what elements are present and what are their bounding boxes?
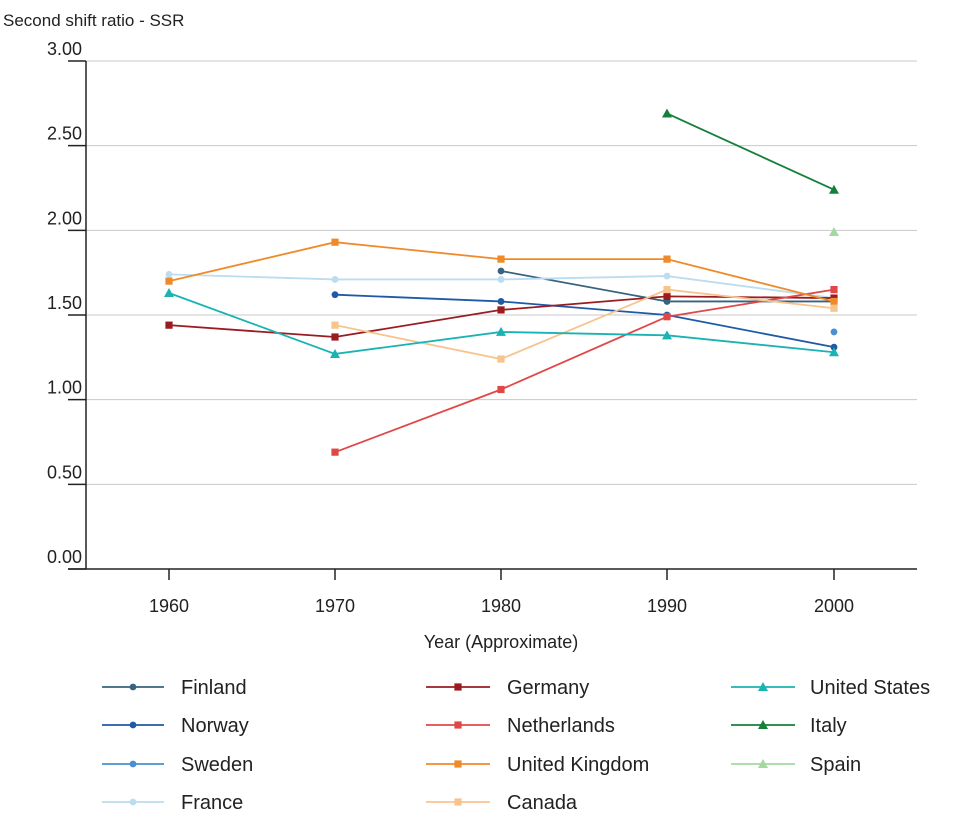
series-united-states — [164, 287, 839, 358]
data-point — [331, 291, 339, 299]
x-tick-labels: 1960 1970 1980 1990 2000 — [149, 596, 854, 616]
data-point — [663, 255, 671, 263]
series-spain — [829, 227, 839, 237]
legend-item-canada: Canada — [426, 792, 578, 814]
legend-label: United Kingdom — [507, 754, 649, 776]
data-point — [663, 286, 671, 294]
legend-label: Canada — [507, 792, 578, 814]
legend-item-united-states: United States — [731, 677, 930, 699]
x-tick-label: 1990 — [647, 596, 687, 616]
series-line — [334, 288, 835, 454]
legend-label: Italy — [810, 715, 847, 737]
x-tick-label: 1960 — [149, 596, 189, 616]
data-point — [497, 355, 505, 363]
x-tick-label: 1970 — [315, 596, 355, 616]
legend-item-france: France — [102, 792, 243, 814]
data-point — [165, 321, 173, 329]
data-point — [330, 348, 340, 358]
legend-marker — [454, 798, 462, 806]
y-tick-label: 2.00 — [47, 208, 82, 228]
legend-marker — [129, 798, 137, 806]
y-tick-labels: 0.00 0.50 1.00 1.50 2.00 2.50 3.00 — [47, 39, 82, 567]
legend-marker — [454, 683, 462, 691]
x-tick-label: 2000 — [814, 596, 854, 616]
series-united-kingdom — [165, 238, 838, 306]
data-point — [662, 330, 672, 340]
data-point — [331, 238, 339, 246]
data-point — [164, 287, 174, 297]
y-tick-label: 1.00 — [47, 378, 82, 398]
series-netherlands — [331, 286, 838, 456]
legend-item-italy: Italy — [731, 715, 847, 737]
data-point — [830, 343, 838, 351]
series-group — [164, 108, 839, 456]
data-point — [830, 286, 838, 294]
series-sweden — [830, 328, 838, 336]
data-point — [497, 306, 505, 314]
legend-marker — [454, 721, 462, 729]
legend-marker — [758, 682, 768, 691]
legend-item-finland: Finland — [102, 677, 247, 699]
legend-label: Sweden — [181, 754, 253, 776]
data-point — [497, 255, 505, 263]
data-point — [829, 227, 839, 237]
data-point — [830, 328, 838, 336]
data-point — [663, 313, 671, 321]
data-point — [829, 184, 839, 194]
x-axis-label: Year (Approximate) — [424, 632, 578, 652]
legend-label: United States — [810, 677, 930, 699]
legend-label: Spain — [810, 754, 861, 776]
legend-marker — [129, 683, 137, 691]
series-italy — [662, 108, 839, 194]
grid — [86, 60, 917, 485]
x-tick-label: 1980 — [481, 596, 521, 616]
legend-label: Netherlands — [507, 715, 615, 737]
data-point — [165, 277, 173, 285]
legend: Finland Norway Sweden France Germany Netherla… — [102, 677, 930, 814]
data-point — [662, 108, 672, 118]
data-point — [331, 333, 339, 341]
y-tick-label: 2.50 — [47, 124, 82, 144]
data-point — [497, 267, 505, 275]
legend-marker — [129, 721, 137, 729]
legend-marker — [129, 760, 137, 768]
data-point — [165, 270, 173, 278]
data-point — [830, 297, 838, 306]
data-point — [830, 304, 838, 312]
axes — [68, 60, 917, 580]
legend-label: Norway — [181, 715, 249, 737]
series-line — [666, 112, 835, 191]
legend-item-netherlands: Netherlands — [426, 715, 615, 737]
legend-marker — [758, 759, 768, 768]
y-axis-label: Second shift ratio - SSR — [3, 11, 184, 30]
data-point — [663, 272, 671, 280]
data-point — [829, 347, 839, 357]
y-tick-label: 0.00 — [47, 547, 82, 567]
legend-label: Germany — [507, 677, 589, 699]
legend-item-germany: Germany — [426, 677, 589, 699]
data-point — [497, 385, 505, 394]
data-point — [331, 321, 339, 329]
legend-item-spain: Spain — [731, 754, 861, 776]
y-tick-label: 1.50 — [47, 293, 82, 313]
legend-marker — [454, 760, 462, 768]
data-point — [331, 448, 339, 456]
y-tick-label: 3.00 — [47, 39, 82, 59]
legend-label: France — [181, 792, 243, 814]
legend-item-united-kingdom: United Kingdom — [426, 754, 649, 776]
data-point — [496, 326, 506, 336]
legend-item-sweden: Sweden — [102, 754, 253, 776]
y-tick-label: 0.50 — [47, 462, 82, 482]
series-france — [165, 270, 838, 302]
data-point — [331, 276, 339, 283]
legend-label: Finland — [181, 677, 247, 699]
legend-marker — [758, 720, 768, 729]
data-point — [663, 292, 671, 300]
series-line — [334, 293, 835, 349]
legend-item-norway: Norway — [102, 715, 249, 737]
data-point — [497, 276, 505, 283]
data-point — [497, 298, 505, 305]
